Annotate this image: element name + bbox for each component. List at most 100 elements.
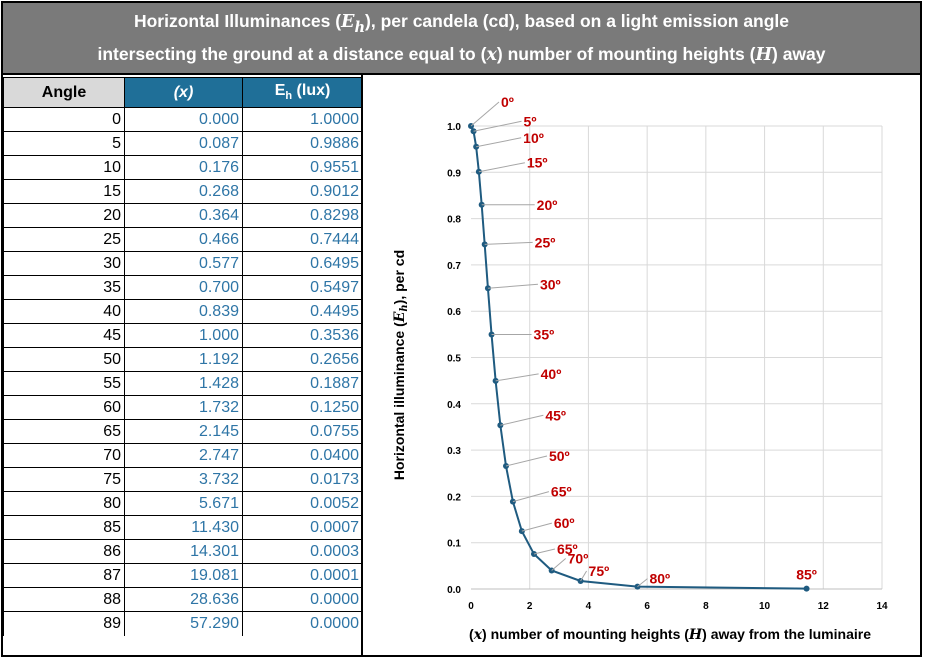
cell-angle: 30 (3, 251, 125, 276)
cell-eh: 0.0400 (242, 443, 363, 468)
table-row: 86 14.301 0.0003 (3, 539, 363, 564)
y-tick-label: 0.7 (447, 261, 461, 272)
cell-eh: 0.0000 (242, 587, 363, 612)
cell-eh: 0.1250 (242, 395, 363, 420)
cell-eh: 0.2656 (242, 347, 363, 372)
point-label: 40º (541, 366, 562, 382)
leader-line (521, 522, 552, 532)
cell-x: 28.636 (124, 587, 243, 612)
cell-eh: 0.9551 (242, 155, 363, 180)
table-row: 85 11.430 0.0007 (3, 515, 363, 540)
x-tick-label: 4 (586, 601, 592, 612)
point-label: 5º (524, 113, 537, 129)
point-label: 65º (551, 484, 572, 500)
cell-eh: 0.9886 (242, 131, 363, 156)
header-angle: Angle (3, 77, 125, 108)
cell-x: 0.700 (124, 275, 243, 300)
table-row: 10 0.176 0.9551 (3, 155, 363, 180)
leader-line (505, 455, 548, 467)
cell-angle: 80 (3, 491, 125, 516)
x-tick-label: 8 (703, 601, 709, 612)
cell-x: 2.145 (124, 419, 243, 444)
cell-x: 0.466 (124, 227, 243, 252)
x-tick-label: 10 (759, 601, 771, 612)
table-row: 30 0.577 0.6495 (3, 251, 363, 276)
cell-x: 0.176 (124, 155, 243, 180)
point-label: 85º (796, 567, 817, 583)
x-axis-label: (x) number of mounting heights (H) away … (469, 626, 871, 643)
y-tick-label: 0.1 (447, 539, 461, 550)
cell-x: 1.732 (124, 395, 243, 420)
table-row: 75 3.732 0.0173 (3, 467, 363, 492)
point-label: 45º (545, 407, 566, 423)
point-label: 65º (557, 541, 578, 557)
title-line-2: intersecting the ground at a distance eq… (97, 43, 826, 65)
title-line-1: Horizontal Illuminances (Eh), per candel… (133, 11, 790, 36)
cell-angle: 20 (3, 203, 125, 228)
y-tick-label: 0.4 (447, 400, 461, 411)
point-label: 15º (527, 155, 548, 171)
leader-line (478, 162, 525, 173)
series-line (470, 125, 807, 590)
cell-eh: 0.0052 (242, 491, 363, 516)
cell-x: 0.839 (124, 299, 243, 324)
cell-x: 0.268 (124, 179, 243, 204)
cell-x: 3.732 (124, 467, 243, 492)
illuminance-chart: 0.0 0.1 0.2 0.3 0.4 0.5 0.6 0.7 0.8 0.9 1.0 0 2 4 6 8 10… (391, 94, 888, 643)
x-tick-label: 12 (818, 601, 830, 612)
leader-line (484, 241, 533, 245)
x-tick-label: 0 (468, 601, 474, 612)
y-tick-label: 0.8 (447, 215, 461, 226)
table-row: 60 1.732 0.1250 (3, 395, 363, 420)
table-row: 80 5.671 0.0052 (3, 491, 363, 516)
leader-line (580, 570, 587, 582)
leader-line (476, 137, 522, 148)
table-row: 35 0.700 0.5497 (3, 275, 363, 300)
cell-angle: 55 (3, 371, 125, 396)
cell-angle: 0 (3, 107, 125, 132)
cell-eh: 0.4495 (242, 299, 363, 324)
y-axis-label: Horizontal illuminance (Eh), per cd (391, 250, 410, 480)
leader-line (637, 578, 648, 587)
cell-eh: 0.0000 (242, 611, 363, 636)
point-label: 35º (534, 326, 555, 342)
cell-angle: 25 (3, 227, 125, 252)
cell-angle: 15 (3, 179, 125, 204)
table-row: 40 0.839 0.4495 (3, 299, 363, 324)
cell-eh: 0.6495 (242, 251, 363, 276)
cell-angle: 87 (3, 563, 125, 588)
point-label: 70º (568, 550, 589, 566)
cell-x: 1.000 (124, 323, 243, 348)
leader-line (487, 283, 538, 289)
cell-x: 11.430 (124, 515, 243, 540)
cell-x: 57.290 (124, 611, 243, 636)
cell-eh: 0.0755 (242, 419, 363, 444)
leader-line (500, 414, 544, 426)
cell-eh: 0.1887 (242, 371, 363, 396)
table-row: 65 2.145 0.0755 (3, 419, 363, 444)
data-point (481, 241, 488, 248)
chart-axes: 0.0 0.1 0.2 0.3 0.4 0.5 0.6 0.7 0.8 0.9 1.0 0 2 4 6 8 10… (447, 122, 888, 612)
header-eh: Eh (lux) (242, 77, 363, 108)
table-row: 88 28.636 0.0000 (3, 587, 363, 612)
y-tick-label: 0.6 (447, 307, 461, 318)
point-label: 25º (535, 234, 556, 250)
point-label: 20º (537, 197, 558, 213)
y-tick-label: 0.5 (447, 354, 461, 365)
table-row: 50 1.192 0.2656 (3, 347, 363, 372)
cell-angle: 65 (3, 419, 125, 444)
cell-angle: 60 (3, 395, 125, 420)
cell-x: 1.192 (124, 347, 243, 372)
table-row: 25 0.466 0.7444 (3, 227, 363, 252)
table-row: 20 0.364 0.8298 (3, 203, 363, 228)
cell-angle: 40 (3, 299, 125, 324)
leader-line (533, 548, 556, 555)
cell-eh: 0.0173 (242, 467, 363, 492)
cell-angle: 50 (3, 347, 125, 372)
data-point (475, 168, 482, 175)
data-point (488, 331, 495, 338)
cell-x: 5.671 (124, 491, 243, 516)
cell-angle: 10 (3, 155, 125, 180)
